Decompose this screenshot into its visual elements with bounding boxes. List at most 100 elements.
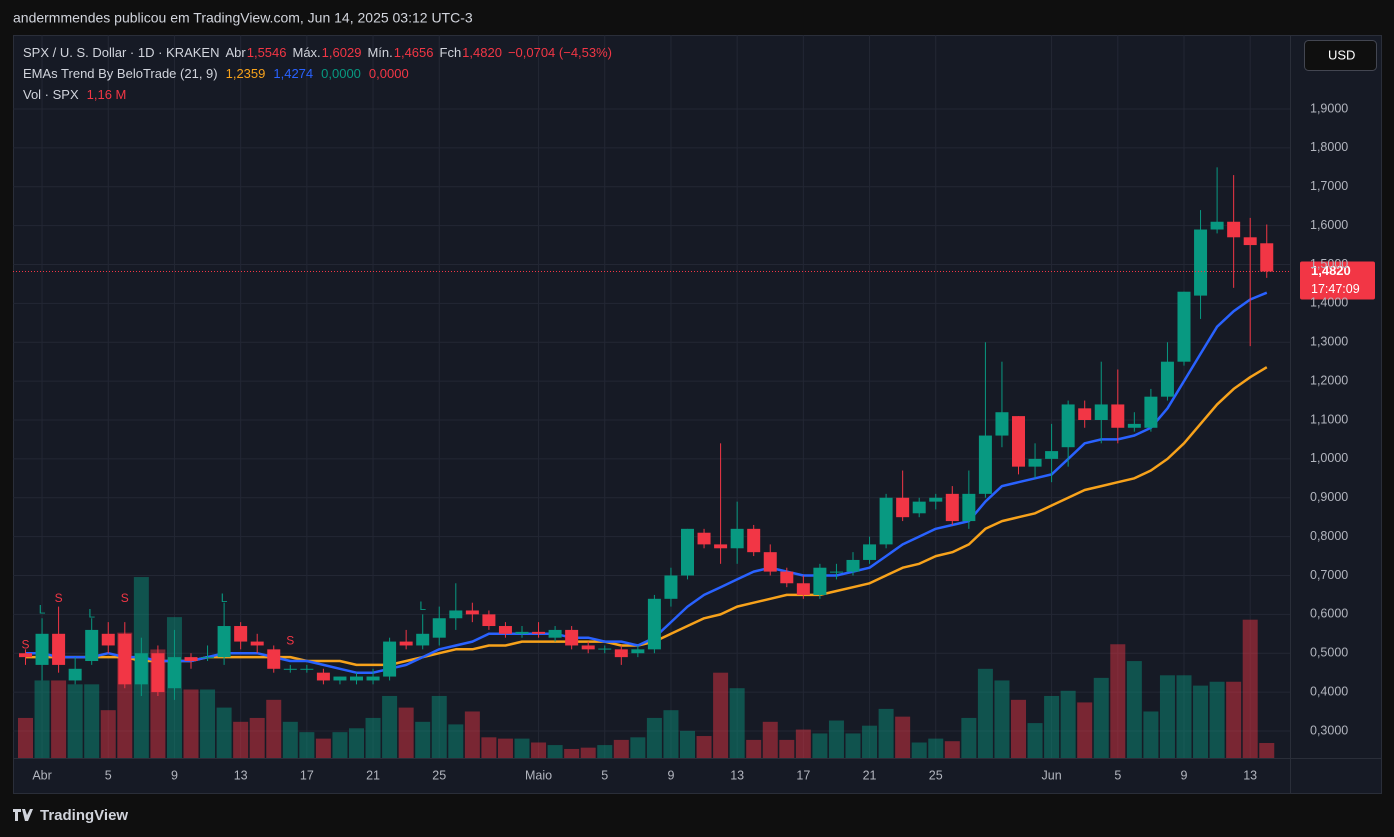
ema-value: 1,4274 (273, 66, 313, 81)
volume-bar (315, 738, 331, 758)
candle-body (664, 575, 678, 599)
ema-line (25, 291, 1268, 674)
candle-body (681, 528, 694, 576)
volume-bar (895, 716, 911, 758)
volume-bar (1077, 702, 1093, 758)
volume-bar (365, 717, 381, 758)
volume-bar (1060, 690, 1076, 758)
currency-button[interactable] (1304, 40, 1377, 71)
y-tick-label: 1,5000 (1310, 257, 1348, 271)
candle-body (267, 649, 281, 669)
volume-bar (1044, 695, 1060, 758)
candles (19, 167, 1274, 700)
y-tick-label: 0,3000 (1310, 723, 1348, 737)
candle-body (250, 641, 264, 646)
last-price-label: 1,4820 (1311, 263, 1351, 278)
y-tick-label: 0,5000 (1310, 646, 1348, 660)
candle-body (118, 633, 132, 685)
candle-body (184, 657, 198, 662)
volume-bar (878, 708, 894, 758)
candle-body (68, 668, 82, 681)
ema-line (25, 366, 1268, 667)
y-tick-label: 0,4000 (1310, 684, 1348, 698)
volume-bar (928, 738, 944, 758)
volume-bar (713, 672, 729, 758)
candle-body (647, 598, 661, 650)
volume-bar (1027, 723, 1043, 758)
volume-bar (233, 721, 249, 758)
volume-bar (299, 732, 315, 758)
candle-body (383, 641, 397, 677)
countdown-label: 17:47:09 (1311, 282, 1360, 296)
x-tick-label: 5 (105, 768, 112, 782)
x-tick-label: 13 (1243, 768, 1257, 782)
candle-body (201, 657, 215, 659)
volume-bar (961, 717, 977, 758)
volume-bar (1226, 681, 1242, 758)
candle-body (101, 633, 115, 646)
y-tick-label: 0,6000 (1310, 607, 1348, 621)
candle-body (1061, 404, 1075, 448)
candle-body (813, 567, 827, 595)
candle-body (1243, 237, 1257, 246)
volume-title: Vol · SPX (23, 87, 79, 102)
volume-bar (994, 680, 1010, 758)
signal-label: L (39, 603, 46, 617)
volume-value: 1,16 M (87, 87, 127, 102)
candle-body (747, 528, 761, 553)
volume-bar (481, 737, 497, 758)
volume-bar (613, 739, 629, 758)
y-tick-label: 1,3000 (1310, 335, 1348, 349)
currency-label[interactable]: USD (1328, 47, 1355, 62)
candle-body (1194, 229, 1208, 296)
footer-brand: TradingView (40, 807, 128, 824)
indicator-value: 0,0000 (321, 66, 361, 81)
volume-bar (398, 707, 414, 758)
y-tick-label: 0,9000 (1310, 490, 1348, 504)
y-tick-label: 1,0000 (1310, 451, 1348, 465)
symbol-title: SPX / U. S. Dollar · 1D · KRAKEN (23, 45, 220, 60)
candle-body (1210, 221, 1224, 230)
x-tick-label: 5 (1114, 768, 1121, 782)
x-tick-label: 25 (432, 768, 446, 782)
ohlc-label: Abr (226, 45, 247, 60)
volume-bar (67, 684, 83, 758)
volume-bar (1126, 661, 1142, 758)
x-tick-label: 9 (1181, 768, 1188, 782)
candle-body (134, 653, 148, 685)
x-tick-label: 25 (929, 768, 943, 782)
header: andermmendes publicou em TradingView.com… (13, 10, 473, 26)
volume-bar (680, 730, 695, 758)
candle-body (896, 497, 910, 518)
candle-body (929, 497, 943, 502)
chart-pane (13, 35, 1382, 794)
volume-bar (34, 680, 50, 758)
volume-bar (382, 695, 398, 758)
candle-body (300, 668, 314, 670)
candle-body (829, 571, 843, 573)
volume-bar (1193, 685, 1209, 758)
volume-bar (431, 695, 447, 758)
candle-body (581, 645, 595, 650)
x-tick-label: Maio (525, 768, 552, 782)
candle-body (1160, 361, 1174, 397)
volume-bar (1143, 711, 1159, 758)
candle-body (962, 493, 976, 522)
x-tick-label: Jun (1042, 768, 1062, 782)
x-tick-label: 13 (234, 768, 248, 782)
volume-bar (51, 680, 67, 758)
candle-body (432, 618, 446, 638)
candle-body (879, 497, 893, 545)
candle-body (234, 626, 248, 642)
ohlc-label: Máx. (293, 45, 321, 60)
candle-body (1227, 221, 1241, 238)
volume-bar (1259, 743, 1275, 758)
x-tick-label: Abr (32, 768, 51, 782)
volume-bar (514, 738, 530, 758)
volume-bar (1176, 675, 1192, 758)
signal-label: S (286, 634, 294, 648)
volume-bar (249, 717, 265, 758)
candle-body (1111, 404, 1125, 428)
candle-body (846, 559, 860, 572)
